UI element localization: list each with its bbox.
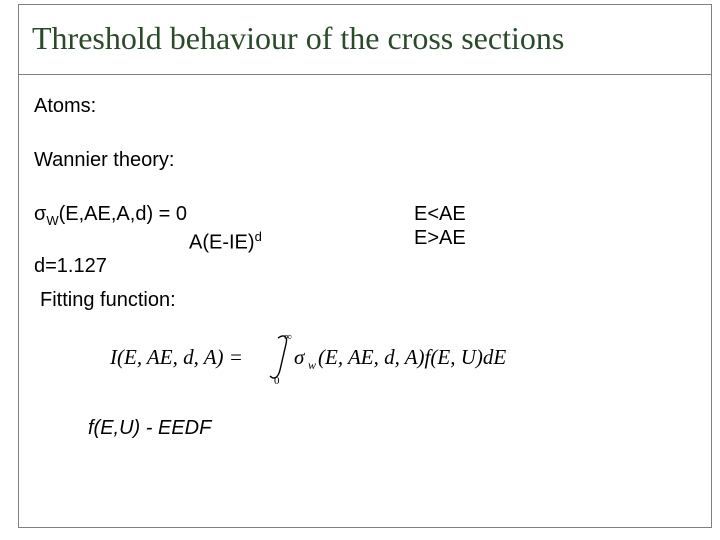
integral-svg: I(E, AE, d, A) = ∞ 0 σ w (E, AE, d, A)f(…	[110, 328, 580, 386]
integral-lower-limit: 0	[274, 375, 280, 386]
integral-rhs-sigma: σ	[294, 345, 306, 369]
sigma-expr-sup: d	[255, 229, 262, 244]
integral-equation: I(E, AE, d, A) = ∞ 0 σ w (E, AE, d, A)f(…	[110, 328, 580, 386]
sigma-expr: A(E-IE)	[189, 231, 255, 253]
slide-content: Atoms: Wannier theory: σW(E,AE,A,d) = 0 …	[34, 94, 690, 440]
slide-title: Threshold behaviour of the cross section…	[32, 20, 564, 57]
sigma-symbol: σ	[34, 203, 46, 225]
sigma-definition-block: σW(E,AE,A,d) = 0 A(E-IE)d d=1.127 E<AE E…	[34, 202, 690, 278]
condition-2: E>AE	[414, 226, 466, 250]
sigma-args-zero: (E,AE,A,d) = 0	[59, 203, 187, 225]
sigma-left-column: σW(E,AE,A,d) = 0 A(E-IE)d d=1.127	[34, 202, 414, 278]
fitting-function-label: Fitting function:	[40, 288, 690, 312]
eedf-line: f(E,U) - EEDF	[88, 416, 690, 440]
sigma-right-column: E<AE E>AE	[414, 202, 466, 278]
sigma-line-1: σW(E,AE,A,d) = 0	[34, 202, 414, 229]
condition-1: E<AE	[414, 202, 466, 226]
wannier-label: Wannier theory:	[34, 148, 690, 172]
integral-rhs-rest: (E, AE, d, A)f(E, U)dE	[318, 345, 506, 369]
sigma-line-2: A(E-IE)d	[189, 229, 414, 255]
eedf-func: f(E,U)	[88, 417, 140, 439]
d-value: d=1.127	[34, 254, 414, 278]
sigma-subscript: W	[46, 213, 58, 228]
integral-lhs: I(E, AE, d, A) =	[110, 345, 243, 369]
title-divider	[18, 74, 712, 75]
atoms-label: Atoms:	[34, 94, 690, 118]
integral-rhs-sigma-sub: w	[308, 358, 316, 372]
eedf-label: - EEDF	[140, 417, 211, 439]
